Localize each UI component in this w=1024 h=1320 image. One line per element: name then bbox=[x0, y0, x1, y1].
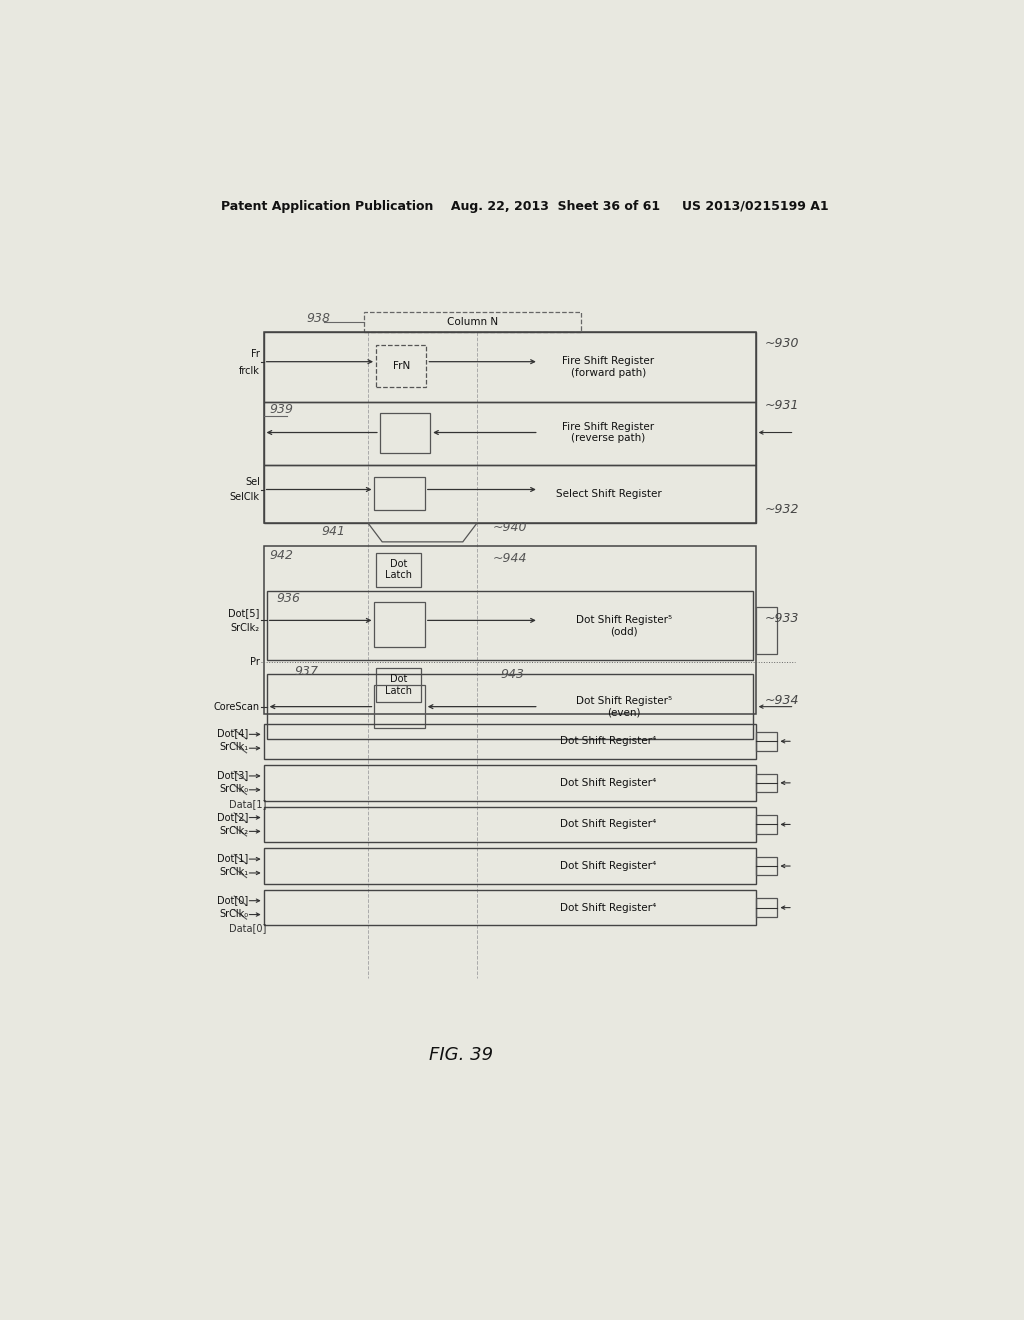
Bar bbox=[263, 401, 756, 465]
Text: Pr: Pr bbox=[250, 657, 260, 667]
Bar bbox=[263, 890, 756, 925]
Text: 941: 941 bbox=[322, 524, 346, 537]
Text: 937: 937 bbox=[295, 665, 318, 678]
Bar bbox=[376, 668, 421, 702]
Bar bbox=[263, 333, 756, 401]
Bar bbox=[756, 857, 777, 875]
Text: Dot
Latch: Dot Latch bbox=[385, 558, 412, 581]
Text: Dot[5]: Dot[5] bbox=[228, 607, 260, 618]
Text: Dot[4]: Dot[4] bbox=[217, 729, 248, 739]
Bar bbox=[263, 333, 756, 524]
Text: Patent Application Publication    Aug. 22, 2013  Sheet 36 of 61     US 2013/0215: Patent Application Publication Aug. 22, … bbox=[221, 201, 828, 214]
Text: FIG. 39: FIG. 39 bbox=[429, 1047, 494, 1064]
Text: Dot[2]: Dot[2] bbox=[217, 812, 248, 822]
Text: Dot
Latch: Dot Latch bbox=[385, 675, 412, 696]
Text: CoreScan: CoreScan bbox=[214, 702, 260, 711]
Text: Dot Shift Register⁴: Dot Shift Register⁴ bbox=[560, 903, 656, 912]
Text: ~931: ~931 bbox=[765, 399, 800, 412]
Text: Dot Shift Register⁴: Dot Shift Register⁴ bbox=[560, 820, 656, 829]
Bar bbox=[263, 807, 756, 842]
Bar bbox=[266, 675, 753, 739]
Bar bbox=[756, 607, 777, 653]
Bar bbox=[376, 345, 426, 387]
Text: ~934: ~934 bbox=[765, 694, 800, 708]
Text: ~930: ~930 bbox=[765, 337, 800, 350]
Text: 939: 939 bbox=[269, 403, 293, 416]
Text: frclk: frclk bbox=[239, 366, 260, 376]
Bar bbox=[263, 723, 756, 759]
Bar bbox=[263, 465, 756, 524]
Text: SrClk₁: SrClk₁ bbox=[219, 742, 248, 752]
Text: Select Shift Register: Select Shift Register bbox=[556, 490, 662, 499]
Text: SrClk₂: SrClk₂ bbox=[230, 623, 260, 634]
Text: Data[1]: Data[1] bbox=[229, 799, 267, 809]
Text: Fr: Fr bbox=[251, 348, 260, 359]
Text: 938: 938 bbox=[306, 312, 331, 325]
Text: FrN: FrN bbox=[392, 360, 410, 371]
Text: SrClk₁: SrClk₁ bbox=[219, 867, 248, 878]
Bar bbox=[376, 553, 421, 586]
Text: ~932: ~932 bbox=[765, 503, 800, 516]
Text: Fire Shift Register
(reverse path): Fire Shift Register (reverse path) bbox=[562, 421, 654, 444]
Bar bbox=[756, 899, 777, 917]
Text: SrClk₂: SrClk₂ bbox=[219, 825, 248, 836]
Bar bbox=[380, 413, 430, 453]
Text: 943: 943 bbox=[500, 668, 524, 681]
Bar bbox=[756, 733, 777, 751]
Text: ~940: ~940 bbox=[493, 520, 526, 533]
Text: Data[0]: Data[0] bbox=[229, 924, 267, 933]
Bar bbox=[263, 546, 756, 714]
Bar bbox=[375, 477, 425, 510]
Text: SrClk₀: SrClk₀ bbox=[219, 784, 248, 795]
Bar bbox=[266, 591, 753, 660]
Text: ~933: ~933 bbox=[765, 612, 800, 626]
Text: Dot[3]: Dot[3] bbox=[217, 770, 248, 780]
Text: Fire Shift Register
(forward path): Fire Shift Register (forward path) bbox=[562, 356, 654, 378]
Text: Sel: Sel bbox=[245, 477, 260, 487]
Bar bbox=[263, 849, 756, 884]
Bar bbox=[263, 766, 756, 800]
Text: Dot Shift Register⁴: Dot Shift Register⁴ bbox=[560, 777, 656, 788]
Text: SrClk₀: SrClk₀ bbox=[219, 908, 248, 919]
Text: Dot[0]: Dot[0] bbox=[217, 895, 248, 906]
Bar bbox=[375, 685, 425, 729]
Text: 936: 936 bbox=[276, 593, 301, 606]
Text: Column N: Column N bbox=[447, 317, 499, 327]
Bar bbox=[756, 816, 777, 834]
Text: Dot Shift Register⁴: Dot Shift Register⁴ bbox=[560, 861, 656, 871]
Text: Dot Shift Register⁵
(even): Dot Shift Register⁵ (even) bbox=[575, 696, 672, 718]
Text: SelClk: SelClk bbox=[229, 492, 260, 502]
Bar bbox=[756, 774, 777, 792]
Text: Dot[1]: Dot[1] bbox=[217, 853, 248, 863]
Text: Dot Shift Register⁴: Dot Shift Register⁴ bbox=[560, 737, 656, 746]
Text: Dot Shift Register⁵
(odd): Dot Shift Register⁵ (odd) bbox=[575, 615, 672, 636]
Text: ~944: ~944 bbox=[493, 552, 526, 565]
Bar bbox=[375, 602, 425, 647]
Text: 942: 942 bbox=[269, 549, 293, 562]
Bar bbox=[365, 313, 582, 333]
